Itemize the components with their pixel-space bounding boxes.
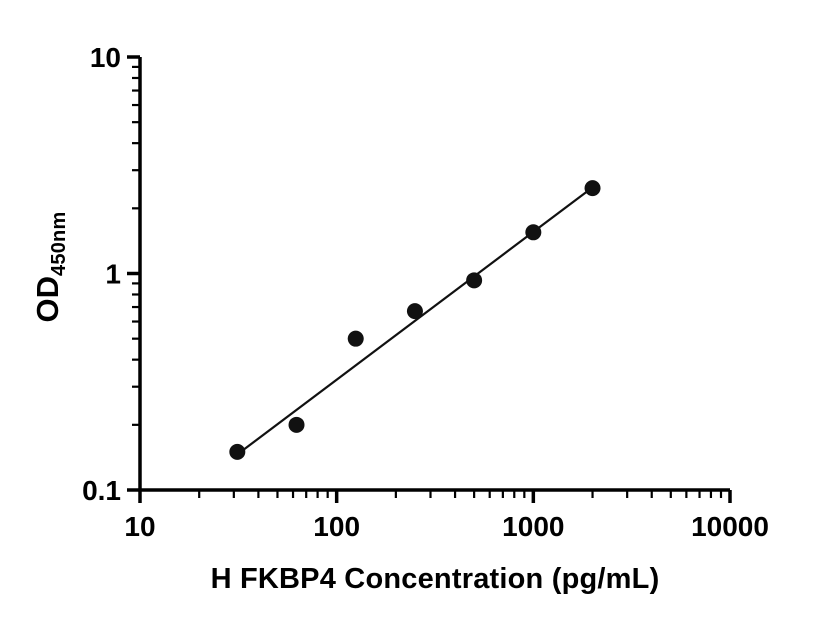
y-axis-title-subscript: 450nm	[48, 211, 70, 276]
data-point	[288, 416, 305, 433]
y-tick-label: 1	[105, 259, 121, 290]
data-point	[406, 303, 423, 320]
axes	[138, 57, 730, 492]
y-axis-title: OD450nm	[30, 212, 70, 323]
data-point	[347, 330, 364, 347]
data-point	[229, 443, 246, 460]
x-axis-title: H FKBP4 Concentration (pg/mL)	[210, 563, 660, 595]
x-tick-label: 100	[313, 511, 360, 542]
data-point	[525, 224, 542, 241]
y-tick-label: 0.1	[82, 475, 121, 506]
x-tick-label: 10000	[691, 511, 769, 542]
data-point	[584, 180, 601, 197]
y-tick-label: 10	[90, 42, 121, 73]
data-point	[466, 272, 483, 289]
fit-line	[233, 184, 596, 458]
x-tick-label: 1000	[502, 511, 564, 542]
y-axis-title-main: OD	[30, 275, 65, 323]
x-tick-label: 10	[124, 511, 155, 542]
